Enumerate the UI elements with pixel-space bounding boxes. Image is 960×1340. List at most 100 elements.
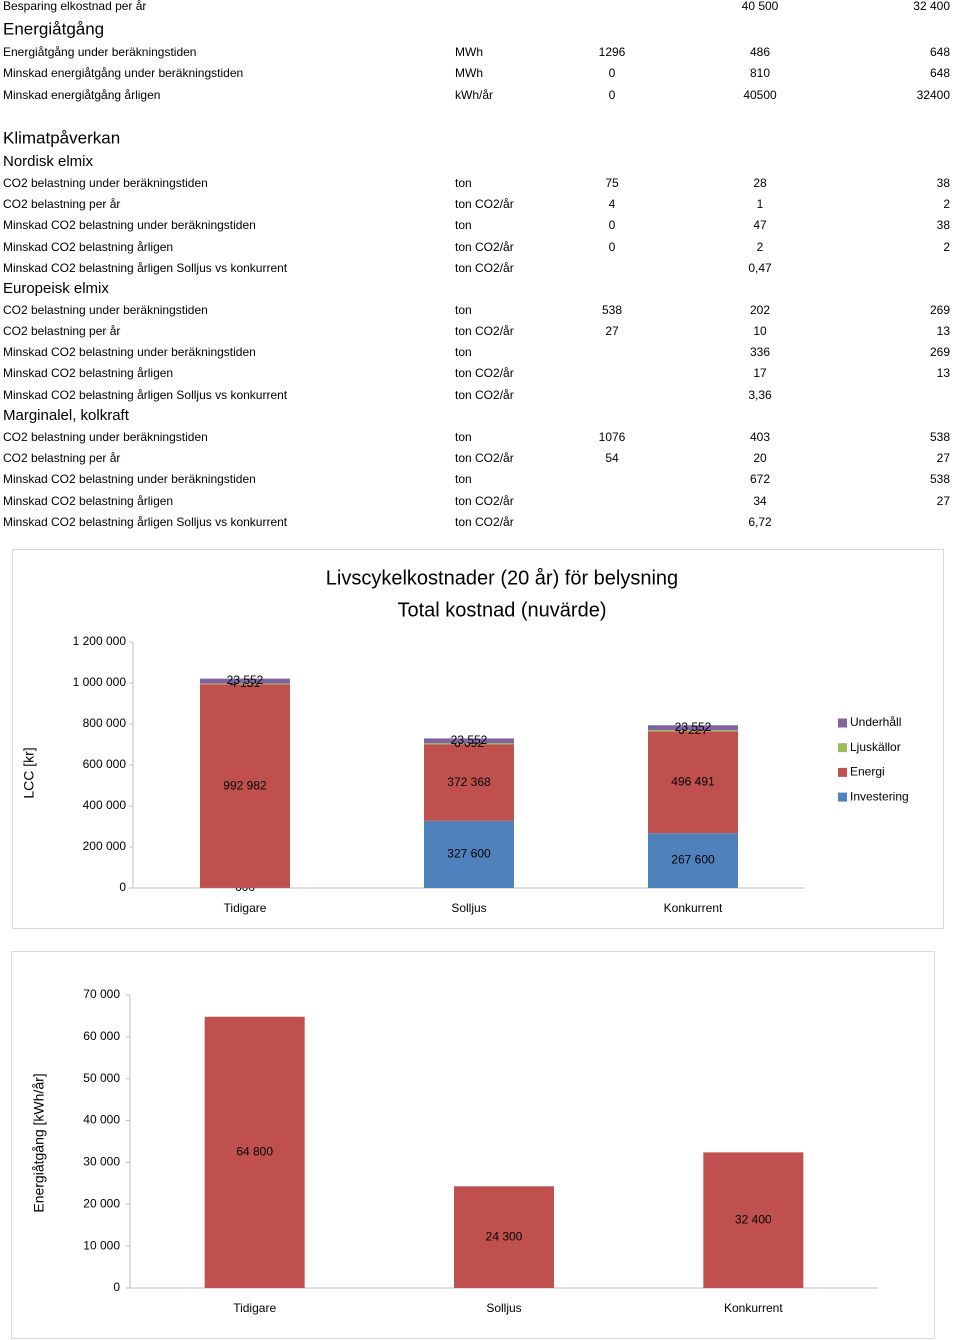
table-cell: 13 — [937, 366, 951, 380]
row-label: Besparing elkostnad per år — [3, 0, 146, 13]
y-tick-label: 400 000 — [83, 798, 127, 812]
bar — [204, 1016, 305, 1288]
row-label: Minskad CO2 belastning årligen Solljus v… — [3, 261, 288, 275]
bar-segment — [424, 744, 514, 821]
table-cell: 4 — [609, 197, 616, 211]
table-cell: ton CO2/år — [455, 494, 514, 508]
bar-segment — [200, 678, 290, 684]
x-tick-label: Konkurrent — [664, 901, 723, 915]
data-label: 496 491 — [671, 774, 715, 788]
y-tick-label: 30 000 — [83, 1155, 120, 1169]
table-cell: ton CO2/år — [455, 197, 514, 211]
row-label: Minskad CO2 belastning under beräkningst… — [3, 218, 256, 232]
y-tick-label: 10 000 — [83, 1238, 120, 1252]
table-cell: ton — [455, 345, 472, 359]
table-cell: 0,47 — [748, 261, 772, 275]
table-cell: ton CO2/år — [455, 451, 514, 465]
table-cell: 0 — [609, 218, 616, 232]
table-cell: 32 400 — [913, 0, 950, 13]
table-cell: 10 — [753, 324, 767, 338]
row-label: Minskad CO2 belastning årligen Solljus v… — [3, 388, 288, 402]
bar-segment — [648, 730, 738, 732]
row-label: Minskad CO2 belastning årligen — [3, 366, 173, 380]
table-cell: 672 — [750, 472, 770, 486]
y-tick-label: 50 000 — [83, 1071, 120, 1085]
row-label: Minskad CO2 belastning årligen — [3, 494, 173, 508]
table-cell: kWh/år — [455, 88, 493, 102]
row-label: CO2 belastning per år — [3, 197, 120, 211]
table-cell: 648 — [930, 45, 950, 59]
table-cell: 2 — [943, 240, 950, 254]
row-label: Minskad CO2 belastning under beräkningst… — [3, 345, 256, 359]
legend-swatch — [838, 718, 847, 728]
chart-title: Livscykelkostnader (20 år) för belysning — [326, 567, 678, 589]
table-cell: 0 — [609, 240, 616, 254]
table-cell: 32400 — [917, 88, 951, 102]
table-cell: ton — [455, 218, 472, 232]
row-label: CO2 belastning per år — [3, 451, 120, 465]
bar-segment — [424, 743, 514, 745]
x-tick-label: Solljus — [451, 901, 486, 915]
row-label: Minskad CO2 belastning under beräkningst… — [3, 472, 256, 486]
table-cell: ton CO2/år — [455, 515, 514, 529]
section-heading: Energiåtgång — [3, 19, 104, 38]
table-cell: 20 — [753, 451, 767, 465]
table-cell: MWh — [455, 45, 483, 59]
table-cell: 810 — [750, 66, 770, 80]
table-cell: 28 — [753, 176, 767, 190]
legend-label: Investering — [850, 789, 909, 803]
row-label: Minskad energiåtgång årligen — [3, 88, 160, 102]
legend-swatch — [838, 792, 847, 802]
table-cell: ton CO2/år — [455, 388, 514, 402]
data-label: 23 552 — [227, 673, 264, 687]
table-cell: 17 — [753, 366, 767, 380]
legend-label: Energi — [850, 765, 885, 779]
row-label: Energiåtgång under beräkningstiden — [3, 45, 196, 59]
subsection-heading: Europeisk elmix — [3, 280, 109, 297]
table-cell: 27 — [937, 451, 951, 465]
table-cell: 538 — [930, 472, 950, 486]
row-label: CO2 belastning per år — [3, 324, 120, 338]
y-axis-label: Energiåtgång [kWh/år] — [31, 1073, 47, 1212]
table-cell: 269 — [930, 303, 950, 317]
table-cell: 27 — [605, 324, 619, 338]
table-cell: ton CO2/år — [455, 240, 514, 254]
table-cell: 6,72 — [748, 515, 772, 529]
data-label: 32 400 — [735, 1212, 772, 1226]
table-cell: 2 — [757, 240, 764, 254]
y-tick-label: 70 000 — [83, 987, 120, 1001]
bar-segment — [424, 738, 514, 744]
y-tick-label: 60 000 — [83, 1029, 120, 1043]
table-cell: 202 — [750, 303, 770, 317]
table-cell: 34 — [753, 494, 767, 508]
table-cell: MWh — [455, 66, 483, 80]
y-tick-label: 0 — [119, 880, 126, 894]
x-tick-label: Solljus — [486, 1301, 521, 1315]
table-cell: 538 — [930, 430, 950, 444]
legend-label: Ljuskällor — [850, 740, 901, 754]
table-cell: 486 — [750, 45, 770, 59]
table-cell: 40 500 — [742, 0, 779, 13]
table-cell: 648 — [930, 66, 950, 80]
table-cell: ton CO2/år — [455, 324, 514, 338]
bar-segment — [648, 725, 738, 731]
y-tick-label: 20 000 — [83, 1196, 120, 1210]
chart-frame — [12, 549, 944, 929]
y-tick-label: 800 000 — [83, 716, 127, 730]
x-tick-label: Konkurrent — [724, 1301, 783, 1315]
y-tick-label: 40 000 — [83, 1113, 120, 1127]
y-tick-label: 1 200 000 — [73, 634, 127, 648]
data-label: 327 600 — [447, 847, 491, 861]
data-label: 372 368 — [447, 775, 491, 789]
data-label: 267 600 — [671, 853, 715, 867]
row-label: CO2 belastning under beräkningstiden — [3, 303, 208, 317]
data-label: 992 982 — [223, 778, 267, 792]
table-cell: 75 — [605, 176, 619, 190]
table-cell: 13 — [937, 324, 951, 338]
table-cell: 3,36 — [748, 388, 772, 402]
table-cell: 38 — [937, 176, 951, 190]
table-cell: ton — [455, 303, 472, 317]
row-label: Minskad energiåtgång under beräkningstid… — [3, 66, 243, 80]
